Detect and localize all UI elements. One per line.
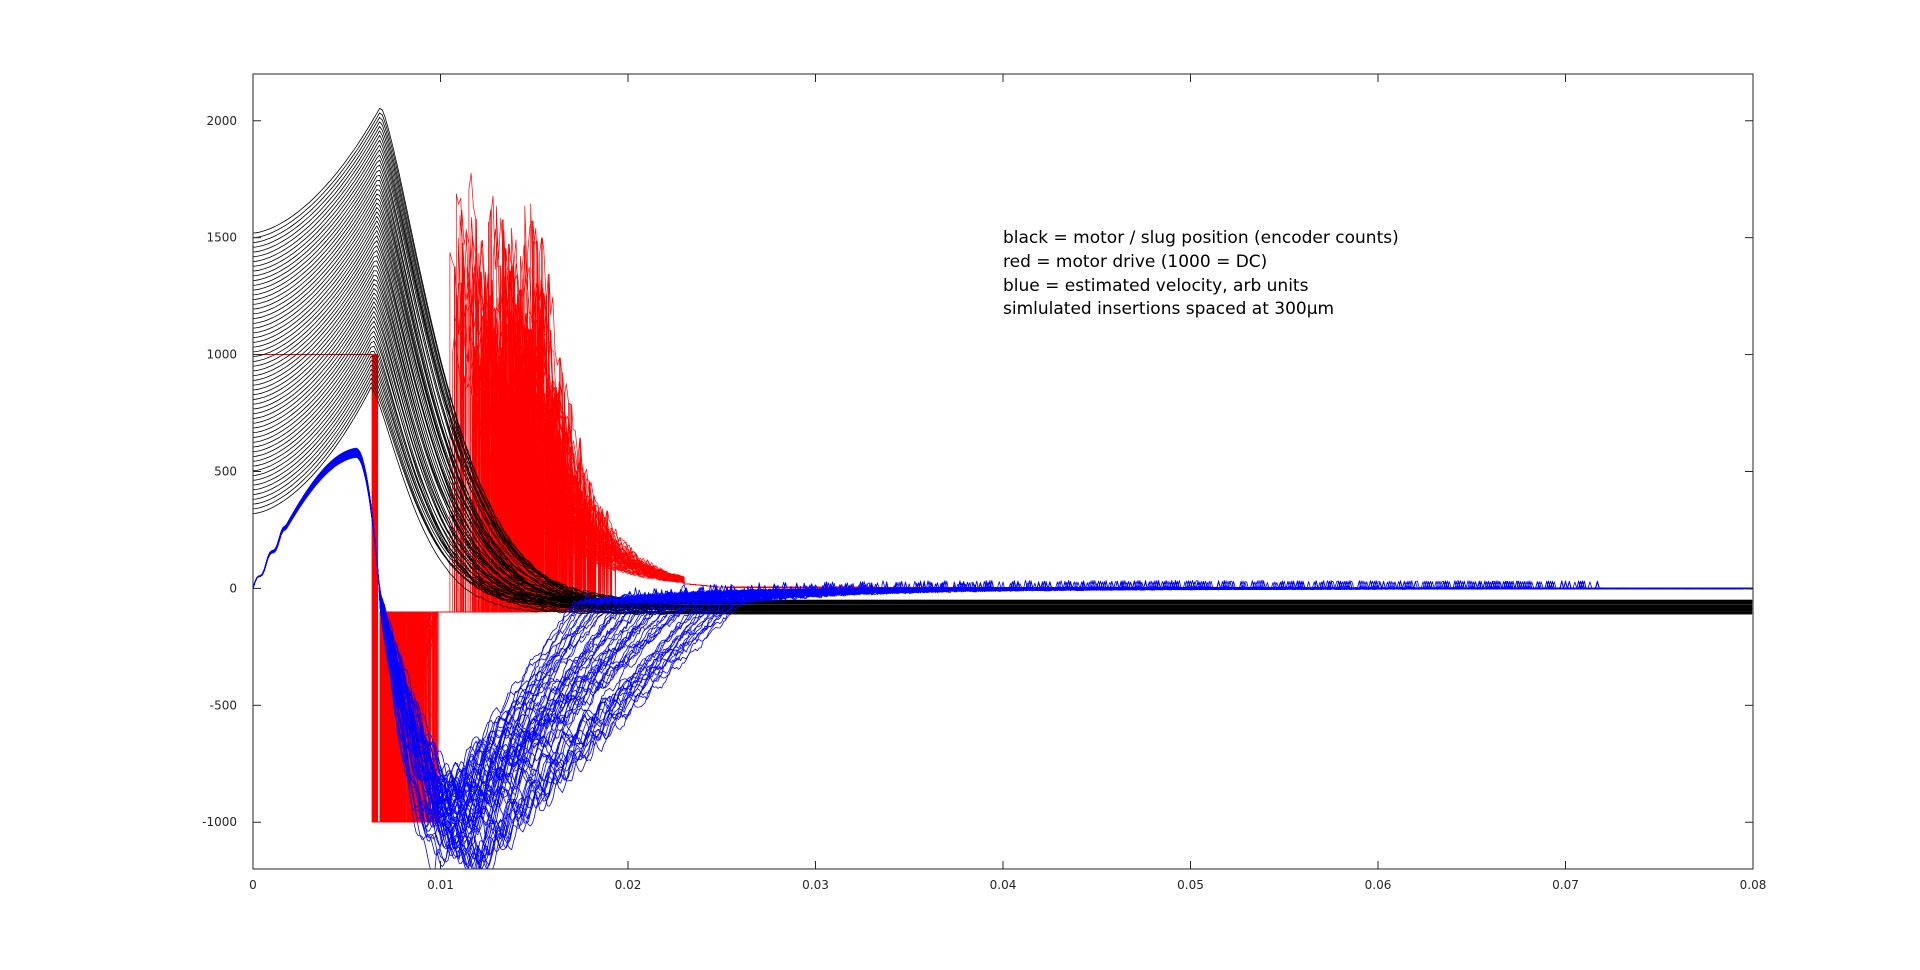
position-line <box>253 169 1753 615</box>
y-tick-label: -1000 <box>202 815 237 829</box>
annotation-box: black = motor / slug position (encoder c… <box>1003 228 1399 319</box>
position-line <box>253 174 1753 608</box>
y-tick-label: 1000 <box>206 348 237 362</box>
series-layer <box>253 108 1753 869</box>
x-tick-label: 0.08 <box>1740 878 1767 892</box>
motor-drive-line <box>253 308 1753 823</box>
x-tick-label: 0.04 <box>990 878 1017 892</box>
x-tick-label: 0.03 <box>802 878 829 892</box>
position-line <box>253 184 1753 614</box>
position-line <box>253 139 1753 605</box>
x-tick-label: 0 <box>249 878 257 892</box>
tick-layer: 0 0.01 0.02 0.03 0.04 0.05 0.06 0.07 0.08 -1000 -5… <box>202 74 1766 892</box>
y-tick-label: 500 <box>214 465 237 479</box>
position-line <box>253 149 1753 602</box>
position-line <box>253 108 1753 612</box>
position-line <box>253 164 1753 604</box>
annotation-line-4: simlulated insertions spaced at 300μm <box>1003 299 1334 319</box>
position-line <box>253 207 1753 607</box>
x-tick-label: 0.05 <box>1177 878 1204 892</box>
annotation-line-3: blue = estimated velocity, arb units <box>1003 276 1309 296</box>
y-tick-label: 2000 <box>206 114 237 128</box>
x-tick-label: 0.06 <box>1365 878 1392 892</box>
motor-drive-line <box>253 237 1753 823</box>
annotation-line-1: black = motor / slug position (encoder c… <box>1003 228 1399 248</box>
y-tick-label: 0 <box>229 581 237 595</box>
y-tick-label: 1500 <box>206 231 237 245</box>
velocity-line <box>253 451 1753 863</box>
x-tick-label: 0.01 <box>427 878 454 892</box>
x-tick-label: 0.02 <box>615 878 642 892</box>
motor-drive-line <box>253 287 1753 823</box>
x-tick-label: 0.07 <box>1552 878 1579 892</box>
annotation-line-2: red = motor drive (1000 = DC) <box>1003 252 1267 272</box>
y-tick-label: -500 <box>210 698 237 712</box>
position-line <box>253 179 1753 613</box>
position-line <box>253 215 1753 608</box>
